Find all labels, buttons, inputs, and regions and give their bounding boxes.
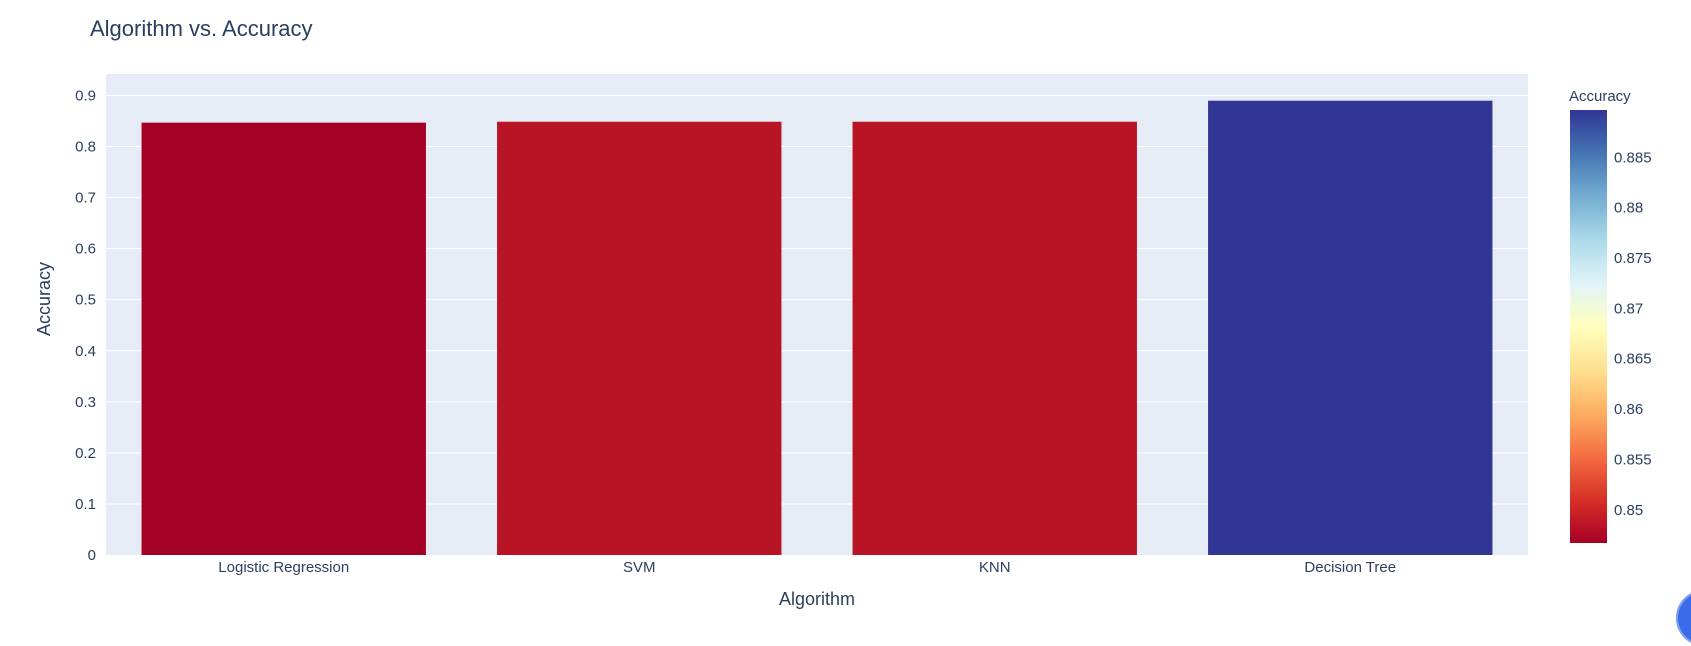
y-tick-label: 0.2 [75,445,96,462]
colorbar-tick-label: 0.85 [1614,502,1643,519]
colorbar-tick-label: 0.875 [1614,250,1652,267]
y-tick-label: 0.8 [75,139,96,156]
y-tick-label: 0.3 [75,394,96,411]
y-tick-label: 0 [88,547,96,564]
bar [1208,100,1493,555]
bar [852,121,1137,556]
x-tick-label: Logistic Regression [218,559,349,576]
y-tick-label: 0.6 [75,241,96,258]
floating-action-button[interactable] [1676,590,1691,646]
bar-chart: Algorithm vs. Accuracy 00.10.20.30.40.50… [34,16,1652,609]
bars [141,100,1493,556]
colorbar-ticks: 0.85 0.855 0.86 0.865 0.87 0.875 0.88 0.885 [1614,149,1652,518]
colorbar-tick-label: 0.86 [1614,401,1643,418]
colorbar-tick-label: 0.885 [1614,149,1652,166]
x-axis-label: Algorithm [779,589,855,609]
chart-title: Algorithm vs. Accuracy [90,16,313,41]
colorbar-tick-label: 0.88 [1614,200,1643,217]
y-axis-ticks: 0 0.1 0.2 0.3 0.4 0.5 0.6 0.7 0.8 0.9 [75,87,96,564]
y-tick-label: 0.4 [75,343,96,360]
colorbar-tick-label: 0.87 [1614,300,1643,317]
bar [141,122,426,555]
colorbar-tick-label: 0.865 [1614,351,1652,368]
y-tick-label: 0.5 [75,292,96,309]
x-tick-label: KNN [979,559,1011,576]
y-tick-label: 0.1 [75,496,96,513]
y-tick-label: 0.7 [75,190,96,207]
colorbar [1570,110,1607,543]
x-tick-label: SVM [623,559,656,576]
y-tick-label: 0.9 [75,87,96,104]
colorbar-tick-label: 0.855 [1614,451,1652,468]
colorbar-title: Accuracy [1569,88,1631,105]
bar [497,121,782,556]
y-axis-label: Accuracy [34,262,54,336]
x-axis-ticks: Logistic Regression SVM KNN Decision Tree [218,559,1396,576]
x-tick-label: Decision Tree [1304,559,1396,576]
